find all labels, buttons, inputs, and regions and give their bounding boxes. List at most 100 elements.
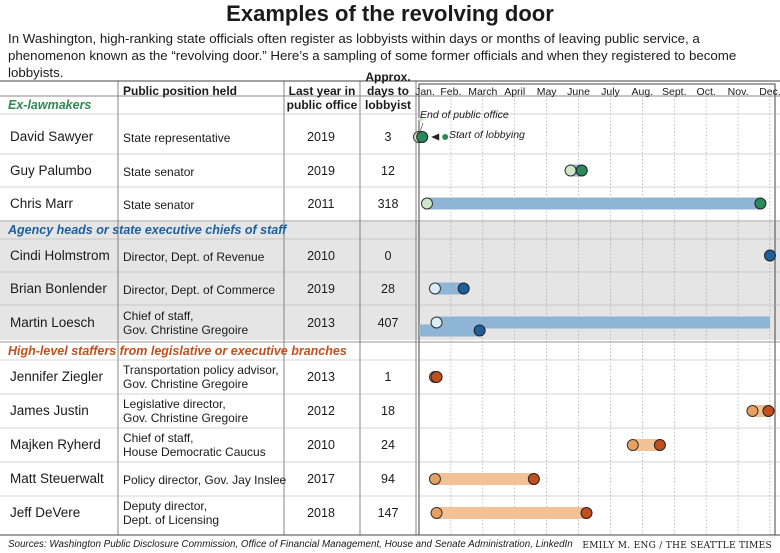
- start-annotation-arrow: [431, 133, 440, 141]
- position-line: State senator: [123, 197, 195, 212]
- column-header-public-position: Public position held: [123, 84, 237, 98]
- position-line: House Democratic Caucus: [123, 445, 266, 459]
- start-of-lobbying-dot: [653, 439, 666, 451]
- public-position: Policy director, Gov. Jay Inslee: [123, 473, 286, 487]
- last-year-value: 2013: [307, 315, 335, 330]
- month-label: May: [536, 86, 557, 98]
- credit-line: EMILY M. ENG / THE SEATTLE TIMES: [582, 541, 772, 551]
- position-line: Gov. Christine Gregoire: [123, 377, 249, 391]
- end-annotation-leader: [419, 122, 424, 133]
- official-name: Guy Palumbo: [10, 162, 92, 178]
- position-line: Dept. of Licensing: [123, 513, 220, 527]
- position-line: Deputy director,: [123, 499, 208, 513]
- end-of-office-dot: [564, 164, 577, 177]
- official-name: Martin Loesch: [10, 314, 95, 330]
- official-name: David Sawyer: [10, 129, 94, 144]
- public-position: State senator: [123, 165, 194, 179]
- official-name: Matt Steuerwalt: [10, 471, 104, 486]
- last-year-value: 2019: [307, 281, 335, 296]
- official-name: James Justin: [10, 403, 89, 418]
- duration-bar: [426, 197, 761, 210]
- month-label: March: [468, 86, 498, 98]
- last-year-value: 2011: [307, 196, 335, 211]
- last-year-value: 2010: [307, 248, 335, 263]
- position-line: Policy director, Gov. Jay Inslee: [123, 473, 287, 487]
- last-year-value: 2019: [307, 163, 335, 178]
- days-value: 407: [377, 315, 399, 330]
- days-value: 12: [381, 163, 395, 178]
- official-name: Chris Marr: [10, 195, 73, 211]
- position-line: Legislative director,: [123, 397, 226, 411]
- start-of-lobbying-dot: [754, 197, 767, 210]
- end-of-office-dot: [430, 316, 443, 329]
- start-of-lobbying-annotation: Start of lobbying: [449, 129, 525, 141]
- position-line: Chief of staff,: [123, 431, 194, 445]
- start-of-lobbying-dot: [575, 164, 588, 177]
- public-position: Transportation policy advisor, Gov. Chris…: [123, 363, 279, 391]
- last-year-value: 2013: [307, 370, 335, 384]
- public-position: Chief of staff, Gov. Christine Gregoire: [123, 309, 248, 337]
- duration-bar: [436, 507, 587, 519]
- position-line: Transportation policy advisor,: [123, 363, 279, 377]
- days-value: 1: [384, 370, 392, 384]
- days-value: 318: [377, 196, 399, 211]
- position-line: Gov. Christine Gregoire: [123, 322, 249, 337]
- column-header-last-year: Last year in public office: [286, 84, 358, 112]
- chart-subtitle: In Washington, high-ranking state offici…: [8, 31, 737, 80]
- days-value: 147: [377, 506, 399, 520]
- position-line: State senator: [123, 164, 195, 179]
- official-name: Jennifer Ziegler: [10, 369, 104, 384]
- duration-bar-wrap: [419, 324, 480, 337]
- month-label: April: [504, 86, 526, 98]
- days-value: 24: [381, 438, 395, 452]
- last-year-value: 2017: [307, 472, 335, 486]
- chart-title: Examples of the revolving door: [226, 1, 554, 26]
- public-position: Chief of staff, House Democratic Caucus: [123, 431, 266, 459]
- position-line: Gov. Christine Gregoire: [123, 411, 249, 425]
- position-line: State representative: [123, 131, 231, 145]
- position-line: Chief of staff,: [123, 308, 194, 323]
- official-name: Brian Bonlender: [10, 280, 107, 296]
- official-name: Cindi Holmstrom: [10, 247, 110, 263]
- public-position: Deputy director, Dept. of Licensing: [123, 499, 219, 527]
- duration-bar: [632, 439, 660, 451]
- end-annotation-dot: [418, 116, 424, 122]
- month-label: Sept.: [662, 86, 687, 98]
- month-label: July: [601, 86, 620, 98]
- start-of-lobbying-dot: [527, 473, 540, 485]
- public-position: Director, Dept. of Revenue: [123, 250, 264, 264]
- start-of-lobbying-dot: [430, 371, 443, 383]
- month-label: Jan.: [415, 86, 435, 98]
- public-position: State senator: [123, 198, 194, 212]
- month-label: Dec.: [759, 86, 780, 98]
- days-value: 0: [384, 248, 392, 263]
- start-of-lobbying-dot: [473, 324, 486, 337]
- sources-note: Sources: Washington Public Disclosure Co…: [8, 539, 573, 550]
- section-label: Agency heads or state executive chiefs o…: [8, 223, 287, 237]
- start-of-lobbying-dot: [416, 131, 429, 143]
- public-position: State representative: [123, 131, 230, 145]
- last-year-value: 2012: [307, 404, 335, 418]
- start-of-lobbying-dot: [457, 282, 470, 295]
- official-name: Majken Ryherd: [10, 437, 101, 452]
- month-label: Feb.: [440, 86, 462, 98]
- public-position: Legislative director, Gov. Christine Greg…: [123, 397, 248, 425]
- end-of-office-dot: [746, 405, 759, 417]
- section-label: Ex-lawmakers: [8, 98, 92, 112]
- end-of-office-dot: [626, 439, 639, 451]
- start-of-lobbying-dot: [764, 249, 776, 262]
- days-value: 18: [381, 404, 395, 418]
- month-label: June: [567, 86, 590, 98]
- duration-bar: [434, 473, 534, 485]
- days-value: 94: [381, 472, 395, 486]
- last-year-value: 2019: [307, 130, 335, 144]
- position-line: Director, Dept. of Commerce: [123, 282, 276, 297]
- column-header-approx-days: Approx. days to lobbyist: [364, 70, 411, 112]
- last-year-value: 2010: [307, 438, 335, 452]
- month-label: Aug.: [631, 86, 654, 98]
- days-value: 3: [384, 130, 392, 144]
- month-label: Oct.: [696, 86, 716, 98]
- start-of-lobbying-dot: [762, 405, 775, 417]
- position-line: Director, Dept. of Revenue: [123, 249, 265, 264]
